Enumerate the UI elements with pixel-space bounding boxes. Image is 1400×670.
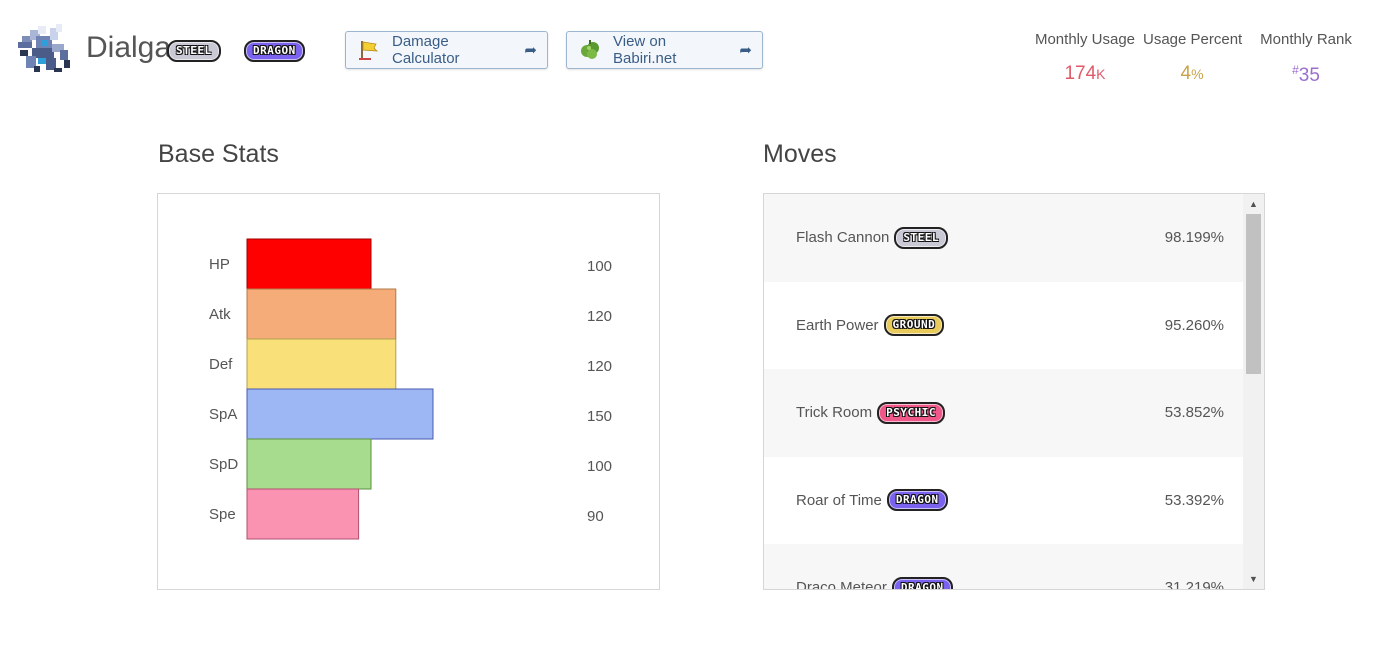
share-arrow-icon: ➦ (524, 42, 537, 59)
pokemon-sprite-icon (16, 22, 74, 74)
base-stats-chart: HP 100 Atk 120 Def 120 SpA 150 SpD 100 Spe 90 (157, 193, 660, 590)
move-usage-percent: 53.852% (1164, 404, 1224, 422)
monthly-rank-value: #35 (1292, 63, 1320, 86)
moves-list: Flash Cannon STEEL 98.199% Earth Power GROUN… (764, 194, 1243, 590)
stat-bar-def (246, 338, 397, 390)
stat-value-atk: 120 (587, 308, 612, 325)
monthly-usage-label: Monthly Usage (1034, 31, 1136, 48)
babiri-berry-icon (579, 39, 601, 61)
stat-bar-spa (246, 388, 434, 440)
move-usage-percent: 53.392% (1164, 491, 1224, 509)
stat-bar-spd (246, 438, 372, 490)
stat-bar-hp (246, 238, 372, 290)
move-usage-percent: 98.199% (1164, 229, 1224, 247)
move-name: Draco Meteor (796, 579, 887, 590)
type-badge-steel: STEEL (167, 40, 221, 62)
damage-calculator-label: Damage Calculator (392, 33, 460, 67)
move-name: Earth Power (796, 316, 879, 334)
pokemon-name: Dialga (86, 31, 172, 64)
stat-label-spd: SpD (209, 456, 238, 473)
damage-calculator-button[interactable]: Damage Calculator ➦ (345, 31, 548, 69)
stat-label-atk: Atk (209, 306, 231, 323)
move-row[interactable]: Draco Meteor DRAGON 31.219% (764, 544, 1243, 590)
moves-list-panel[interactable]: Flash Cannon STEEL 98.199% Earth Power GROUN… (763, 193, 1265, 590)
usage-percent-value: 4% (1180, 63, 1204, 84)
calculator-flag-icon (358, 39, 380, 61)
moves-title: Moves (763, 140, 837, 168)
move-usage-percent: 95.260% (1164, 316, 1224, 334)
type-badge-dragon: DRAGON (886, 489, 948, 512)
base-stats-title: Base Stats (158, 140, 279, 168)
type-badge-psychic: PSYCHIC (877, 401, 945, 424)
stat-value-spd: 100 (587, 458, 612, 475)
type-badge-ground: GROUND (883, 314, 945, 337)
scroll-down-arrow-icon[interactable]: ▼ (1249, 574, 1258, 584)
base-stats-svg: HP 100 Atk 120 Def 120 SpA 150 SpD 100 Spe 90 (209, 238, 612, 540)
move-name: Flash Cannon (796, 229, 890, 247)
move-name: Roar of Time (796, 491, 882, 509)
monthly-usage-value: 174K (1064, 63, 1106, 84)
move-row[interactable]: Trick Room PSYCHIC 53.852% (764, 369, 1243, 457)
stat-label-spe: Spe (209, 506, 236, 523)
stat-value-def: 120 (587, 358, 612, 375)
stat-value-spe: 90 (587, 508, 604, 525)
type-badge-steel: STEEL (894, 226, 949, 249)
move-name: Trick Room (796, 404, 873, 422)
scrollbar-thumb[interactable] (1246, 214, 1261, 374)
move-row[interactable]: Earth Power GROUND 95.260% (764, 281, 1243, 369)
monthly-rank-label: Monthly Rank (1260, 31, 1352, 48)
type-badge-dragon: DRAGON (891, 576, 953, 589)
stat-bar-spe (246, 488, 360, 540)
scroll-up-arrow-icon[interactable]: ▲ (1249, 199, 1258, 209)
monthly-usage-stat: Monthly Usage 174K (1028, 31, 1142, 85)
stat-value-hp: 100 (587, 258, 612, 275)
stat-bar-atk (246, 288, 397, 340)
move-usage-percent: 31.219% (1164, 579, 1224, 590)
move-row[interactable]: Roar of Time DRAGON 53.392% (764, 456, 1243, 544)
move-row[interactable]: Flash Cannon STEEL 98.199% (764, 194, 1243, 282)
moves-scrollbar[interactable]: ▲ ▼ (1243, 194, 1264, 589)
share-arrow-icon: ➦ (739, 42, 752, 59)
type-badge-dragon: DRAGON (244, 40, 305, 62)
usage-percent-label: Usage Percent (1143, 31, 1243, 48)
stat-label-def: Def (209, 356, 233, 373)
view-babiri-button[interactable]: View on Babiri.net ➦ (566, 31, 763, 69)
stat-label-spa: SpA (209, 406, 237, 423)
stat-label-hp: HP (209, 256, 230, 273)
usage-percent-stat: Usage Percent 4% (1143, 31, 1243, 85)
stat-value-spa: 150 (587, 408, 612, 425)
monthly-rank-stat: Monthly Rank #35 (1258, 31, 1354, 87)
view-babiri-label: View on Babiri.net (613, 33, 677, 67)
